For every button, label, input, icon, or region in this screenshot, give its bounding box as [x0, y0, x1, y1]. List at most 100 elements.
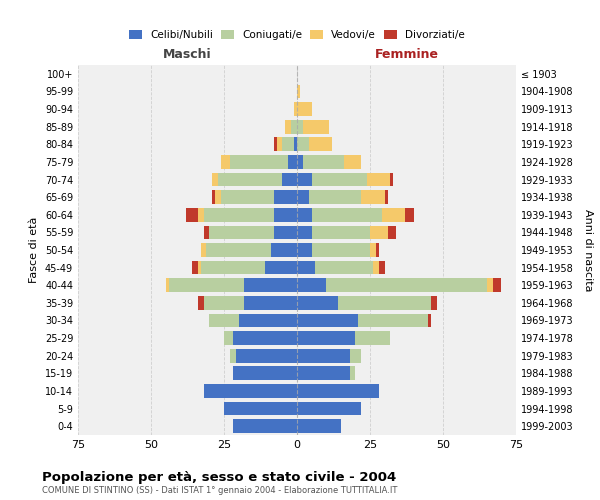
Bar: [297, 260, 314, 274]
Bar: [218, 172, 283, 186]
Bar: [405, 208, 414, 222]
Bar: [274, 138, 277, 151]
Bar: [297, 138, 308, 151]
Bar: [286, 120, 291, 134]
Bar: [344, 155, 361, 169]
Bar: [274, 226, 297, 239]
Bar: [198, 208, 203, 222]
Bar: [350, 349, 361, 362]
Bar: [391, 172, 394, 186]
Bar: [186, 208, 198, 222]
Bar: [297, 420, 341, 433]
Bar: [311, 208, 382, 222]
Y-axis label: Anni di nascita: Anni di nascita: [583, 209, 593, 291]
Bar: [370, 226, 388, 239]
Bar: [297, 296, 338, 310]
Bar: [338, 296, 431, 310]
Bar: [200, 260, 265, 274]
Bar: [373, 260, 379, 274]
Bar: [166, 278, 169, 292]
Bar: [274, 190, 297, 204]
Bar: [367, 172, 391, 186]
Bar: [294, 138, 297, 151]
Bar: [297, 243, 311, 257]
Bar: [244, 296, 297, 310]
Legend: Celibi/Nubili, Coniugati/e, Vedovi/e, Divorziati/e: Celibi/Nubili, Coniugati/e, Vedovi/e, Di…: [125, 26, 469, 44]
Bar: [297, 172, 311, 186]
Bar: [271, 243, 297, 257]
Bar: [428, 314, 431, 328]
Bar: [212, 172, 218, 186]
Bar: [224, 402, 297, 415]
Bar: [487, 278, 493, 292]
Bar: [224, 331, 233, 345]
Y-axis label: Fasce di età: Fasce di età: [29, 217, 39, 283]
Bar: [291, 120, 297, 134]
Bar: [303, 155, 344, 169]
Bar: [277, 138, 283, 151]
Bar: [361, 190, 385, 204]
Bar: [297, 190, 308, 204]
Bar: [297, 120, 303, 134]
Bar: [233, 420, 297, 433]
Bar: [230, 155, 288, 169]
Bar: [326, 278, 487, 292]
Text: COMUNE DI STINTINO (SS) - Dati ISTAT 1° gennaio 2004 - Elaborazione TUTTITALIA.I: COMUNE DI STINTINO (SS) - Dati ISTAT 1° …: [42, 486, 397, 495]
Bar: [294, 102, 297, 116]
Bar: [431, 296, 437, 310]
Bar: [200, 243, 206, 257]
Bar: [169, 278, 244, 292]
Bar: [230, 349, 236, 362]
Bar: [206, 243, 271, 257]
Bar: [209, 226, 274, 239]
Bar: [297, 402, 361, 415]
Bar: [233, 366, 297, 380]
Bar: [244, 278, 297, 292]
Bar: [239, 314, 297, 328]
Text: Maschi: Maschi: [163, 48, 212, 62]
Bar: [493, 278, 502, 292]
Bar: [198, 260, 200, 274]
Bar: [274, 208, 297, 222]
Bar: [203, 226, 209, 239]
Bar: [297, 384, 379, 398]
Bar: [314, 260, 373, 274]
Text: Popolazione per età, sesso e stato civile - 2004: Popolazione per età, sesso e stato civil…: [42, 471, 396, 484]
Bar: [203, 208, 274, 222]
Bar: [198, 296, 203, 310]
Bar: [221, 190, 274, 204]
Bar: [311, 172, 367, 186]
Bar: [297, 366, 350, 380]
Bar: [233, 331, 297, 345]
Bar: [215, 190, 221, 204]
Bar: [297, 226, 311, 239]
Bar: [288, 155, 297, 169]
Bar: [297, 208, 311, 222]
Bar: [382, 208, 405, 222]
Bar: [311, 243, 370, 257]
Bar: [297, 278, 326, 292]
Bar: [203, 384, 297, 398]
Bar: [308, 190, 361, 204]
Text: Femmine: Femmine: [374, 48, 439, 62]
Bar: [385, 190, 388, 204]
Bar: [297, 102, 311, 116]
Bar: [350, 366, 355, 380]
Bar: [376, 243, 379, 257]
Bar: [192, 260, 198, 274]
Bar: [209, 314, 239, 328]
Bar: [265, 260, 297, 274]
Bar: [388, 226, 396, 239]
Bar: [283, 172, 297, 186]
Bar: [236, 349, 297, 362]
Bar: [283, 138, 294, 151]
Bar: [370, 243, 376, 257]
Bar: [358, 314, 428, 328]
Bar: [379, 260, 385, 274]
Bar: [221, 155, 230, 169]
Bar: [308, 138, 332, 151]
Bar: [297, 155, 303, 169]
Bar: [311, 226, 370, 239]
Bar: [203, 296, 244, 310]
Bar: [303, 120, 329, 134]
